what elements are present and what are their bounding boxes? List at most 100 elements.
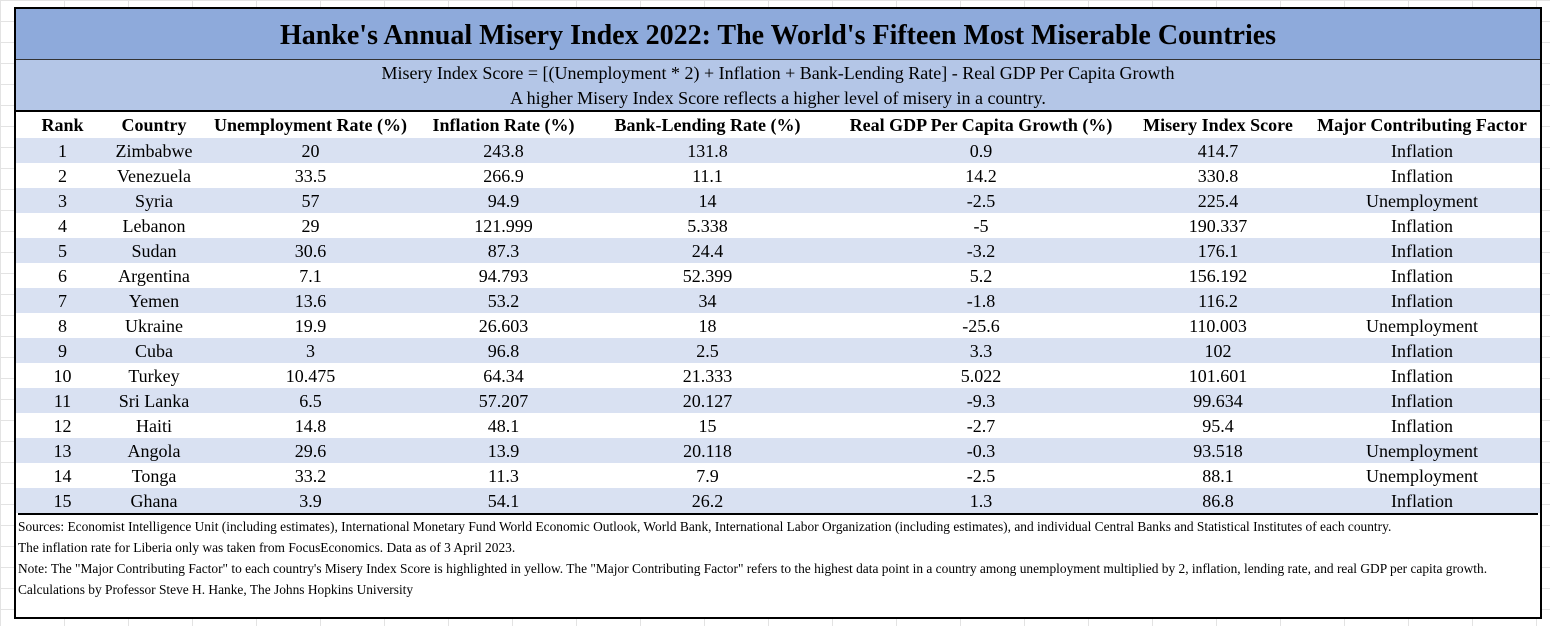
column-header: Rank xyxy=(41,115,84,135)
table-cell: 2 xyxy=(58,166,67,186)
table-cell: Inflation xyxy=(1391,366,1453,386)
table-cell: -25.6 xyxy=(962,316,1000,336)
table-cell: 10.475 xyxy=(285,366,336,386)
table-cell: Yemen xyxy=(128,291,180,311)
table-cell: 243.8 xyxy=(483,141,524,161)
table-cell: 64.34 xyxy=(483,366,524,386)
table-cell: 20.118 xyxy=(683,441,732,461)
table-cell: 34 xyxy=(698,291,717,311)
note-line: Note: The "Major Contributing Factor" to… xyxy=(18,561,1488,576)
table-cell: 6 xyxy=(58,266,67,286)
table-cell: -5 xyxy=(973,216,989,236)
table-cell: 48.1 xyxy=(487,416,520,436)
table-cell: 14 xyxy=(698,191,717,211)
table-cell: Sri Lanka xyxy=(118,391,190,411)
table-cell: 14 xyxy=(53,466,72,486)
column-header: Country xyxy=(121,115,187,135)
table-cell: 2.5 xyxy=(696,341,719,361)
table-cell: 20 xyxy=(301,141,320,161)
table-cell: -1.8 xyxy=(966,291,996,311)
table-cell: Lebanon xyxy=(122,216,186,236)
table-cell: 26.603 xyxy=(478,316,529,336)
table-cell: 3.9 xyxy=(299,491,322,511)
table-cell: 7.9 xyxy=(696,466,719,486)
table-cell: 1 xyxy=(58,141,67,161)
table-cell: 11.3 xyxy=(488,466,519,486)
table-cell: 29.6 xyxy=(294,441,327,461)
table-cell: Tonga xyxy=(131,466,177,486)
table-cell: Inflation xyxy=(1391,216,1453,236)
table-cell: 7.1 xyxy=(299,266,322,286)
table-row: 10 Turkey 10.475 64.34 21.333 5.022 101.601 Inf… xyxy=(16,363,1540,388)
table-cell: 99.634 xyxy=(1193,391,1243,411)
table-cell: Haiti xyxy=(136,416,172,436)
table-row: 4 Lebanon 29 121.999 5.338 -5 190.337 Inflation xyxy=(16,213,1540,238)
column-header: Inflation Rate (%) xyxy=(432,115,575,135)
table-cell: Turkey xyxy=(128,366,180,386)
note-line: The inflation rate for Liberia only was … xyxy=(18,540,516,555)
table-cell: Unemployment xyxy=(1366,441,1478,461)
table-cell: Inflation xyxy=(1391,266,1453,286)
table-cell: 176.1 xyxy=(1197,241,1239,261)
table-cell: 94.793 xyxy=(478,266,529,286)
column-header: Major Contributing Factor xyxy=(1317,115,1527,135)
explanation: A higher Misery Index Score reflects a h… xyxy=(510,88,1046,108)
table-row: 15 Ghana 3.9 54.1 26.2 1.3 86.8 Inflation xyxy=(16,488,1540,513)
table-cell: 18 xyxy=(698,316,717,336)
table-cell: 19.9 xyxy=(294,316,327,336)
table-cell: Ghana xyxy=(130,491,178,511)
table-cell: 21.333 xyxy=(682,366,733,386)
table-cell: 156.192 xyxy=(1188,266,1248,286)
table-cell: 7 xyxy=(58,291,67,311)
table-cell: Sudan xyxy=(131,241,177,261)
table-cell: 13 xyxy=(53,441,72,461)
table-row: 9 Cuba 3 96.8 2.5 3.3 102 Inflation xyxy=(16,338,1540,363)
table-cell: 24.4 xyxy=(691,241,724,261)
table-cell: 95.4 xyxy=(1202,416,1234,436)
table-row: 14 Tonga 33.2 11.3 7.9 -2.5 88.1 Unemployment xyxy=(16,463,1540,488)
table-row: 8 Ukraine 19.9 26.603 18 -25.6 110.003 Unemploy… xyxy=(16,313,1540,338)
table-cell: 266.9 xyxy=(483,166,524,186)
table-cell: Inflation xyxy=(1391,416,1453,436)
table-cell: 29 xyxy=(301,216,320,236)
table-row: 5 Sudan 30.6 87.3 24.4 -3.2 176.1 Inflation xyxy=(16,238,1540,263)
table-cell: 190.337 xyxy=(1188,216,1248,236)
table-cell: 14.8 xyxy=(294,416,327,436)
table-cell: Inflation xyxy=(1391,141,1453,161)
table-cell: Unemployment xyxy=(1366,466,1478,486)
table-cell: 6.5 xyxy=(299,391,322,411)
table-cell: 15 xyxy=(53,491,72,511)
column-header: Real GDP Per Capita Growth (%) xyxy=(849,115,1113,135)
table-cell: 4 xyxy=(58,216,67,236)
table-cell: 57 xyxy=(301,191,320,211)
table-cell: 33.5 xyxy=(294,166,327,186)
table-cell: 57.207 xyxy=(478,391,529,411)
table-cell: 110.003 xyxy=(1189,316,1247,336)
table-row: 13 Angola 29.6 13.9 20.118 -0.3 93.518 Unemploy… xyxy=(16,438,1540,463)
table-cell: 5 xyxy=(58,241,67,261)
column-header: Unemployment Rate (%) xyxy=(214,115,407,135)
notes: Sources: Economist Intelligence Unit (in… xyxy=(18,513,1538,600)
table-row: 3 Syria 57 94.9 14 -2.5 225.4 Unemployment xyxy=(16,188,1540,213)
table-row: 6 Argentina 7.1 94.793 52.399 5.2 156.192 Infla… xyxy=(16,263,1540,288)
table-cell: 116.2 xyxy=(1198,291,1238,311)
table-cell: Inflation xyxy=(1391,166,1453,186)
table-cell: Syria xyxy=(135,191,173,211)
table-cell: 87.3 xyxy=(487,241,520,261)
table-cell: 131.8 xyxy=(687,141,728,161)
table-cell: 5.022 xyxy=(960,366,1002,386)
note-line: Sources: Economist Intelligence Unit (in… xyxy=(18,519,1392,534)
table-cell: 93.518 xyxy=(1193,441,1243,461)
table-cell: 88.1 xyxy=(1202,466,1234,486)
table-cell: -9.3 xyxy=(966,391,996,411)
table-cell: Inflation xyxy=(1391,491,1453,511)
table-cell: 86.8 xyxy=(1202,491,1234,511)
table-row: 2 Venezuela 33.5 266.9 11.1 14.2 330.8 Inflatio… xyxy=(16,163,1540,188)
table-cell: -2.5 xyxy=(966,191,996,211)
table-cell: 330.8 xyxy=(1197,166,1239,186)
table-cell: 0.9 xyxy=(969,141,993,161)
table-cell: 225.4 xyxy=(1197,191,1239,211)
table-cell: 5.2 xyxy=(969,266,993,286)
table-cell: 101.601 xyxy=(1188,366,1248,386)
